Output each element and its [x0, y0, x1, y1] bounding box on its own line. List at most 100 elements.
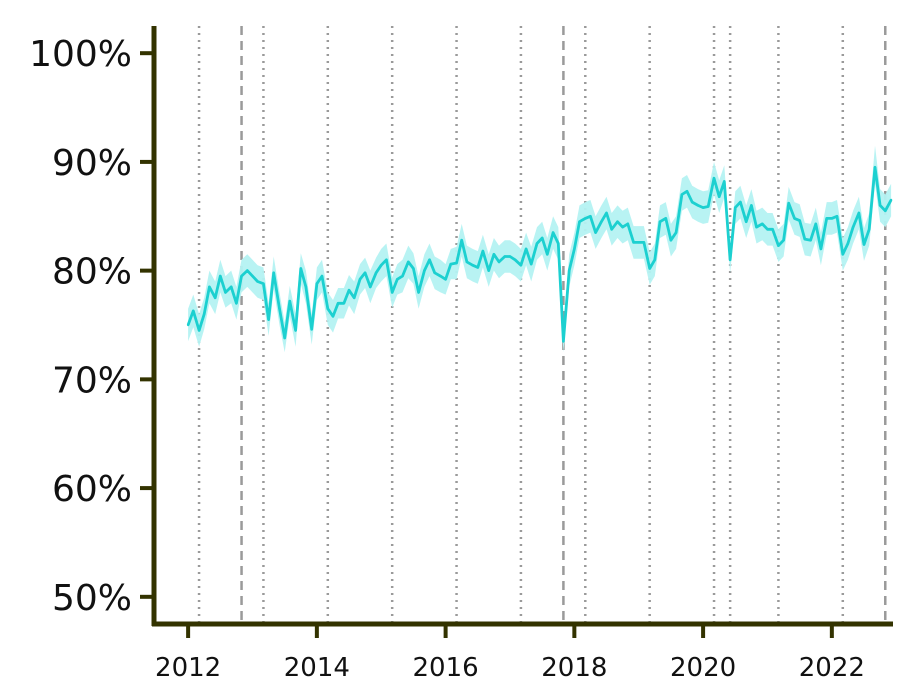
data-point-5	[213, 296, 217, 300]
y-tick-label: 60%	[52, 469, 132, 510]
data-point-107	[761, 222, 764, 226]
data-point-3	[203, 312, 206, 316]
data-point-45	[428, 258, 431, 261]
axes	[151, 26, 893, 627]
data-point-64	[530, 262, 533, 266]
data-point-103	[739, 200, 742, 204]
data-point-111	[782, 238, 785, 242]
data-point-32	[358, 278, 362, 281]
data-point-4	[208, 285, 211, 289]
data-point-75	[589, 215, 592, 218]
y-tick-label: 80%	[52, 252, 132, 293]
data-point-70	[562, 340, 565, 343]
data-point-59	[503, 255, 507, 258]
data-point-25	[320, 274, 324, 278]
data-point-74	[584, 217, 587, 220]
data-point-6	[219, 274, 222, 278]
y-tick-label: 100%	[29, 34, 132, 75]
y-tick-label: 50%	[52, 578, 132, 619]
data-point-125	[857, 211, 861, 215]
confidence-band-layer	[188, 145, 892, 353]
data-point-80	[616, 220, 619, 223]
data-point-124	[851, 225, 855, 229]
data-point-17	[278, 307, 281, 310]
data-point-50	[455, 261, 458, 265]
data-point-15	[267, 318, 270, 321]
data-point-104	[745, 220, 748, 223]
data-point-54	[476, 266, 479, 269]
data-point-89	[664, 217, 667, 220]
data-point-19	[288, 299, 292, 303]
data-point-131	[889, 198, 893, 202]
data-point-86	[648, 267, 651, 270]
data-point-128	[873, 166, 877, 169]
data-point-101	[728, 258, 732, 261]
data-point-88	[658, 220, 662, 223]
data-point-98	[712, 177, 716, 180]
data-point-47	[439, 274, 442, 278]
x-axis-ticks: 2012 2014 2016 2018 2020 2022	[155, 624, 865, 683]
data-point-34	[369, 285, 372, 289]
confidence-band	[188, 145, 892, 353]
data-point-7	[224, 291, 227, 294]
data-point-26	[326, 307, 330, 310]
data-point-37	[385, 258, 388, 261]
data-point-63	[524, 247, 528, 251]
data-point-82	[626, 222, 629, 226]
data-point-127	[867, 228, 871, 231]
data-point-120	[830, 217, 834, 220]
data-point-51	[460, 238, 463, 242]
data-point-31	[352, 296, 356, 300]
data-point-41	[407, 260, 410, 264]
data-point-93	[685, 190, 689, 193]
data-point-10	[240, 274, 243, 278]
data-point-58	[497, 260, 501, 264]
data-point-112	[787, 202, 790, 205]
data-point-0	[186, 323, 190, 327]
data-point-77	[600, 220, 603, 223]
data-point-87	[653, 258, 657, 261]
data-point-29	[342, 302, 346, 305]
data-point-73	[578, 220, 581, 223]
data-point-2	[197, 329, 201, 332]
data-point-83	[632, 241, 635, 244]
data-point-84	[637, 241, 640, 244]
data-point-40	[401, 274, 404, 278]
data-point-44	[423, 269, 426, 272]
data-point-60	[508, 255, 512, 258]
data-point-81	[621, 225, 624, 229]
data-point-76	[594, 231, 597, 234]
series-line-layer	[186, 165, 893, 343]
data-point-110	[777, 244, 780, 247]
data-point-122	[841, 253, 844, 256]
data-point-20	[294, 329, 297, 332]
data-points-layer	[186, 166, 893, 343]
data-point-35	[374, 271, 378, 275]
data-point-14	[262, 282, 265, 285]
data-point-95	[696, 204, 700, 207]
data-point-121	[835, 215, 839, 218]
data-point-113	[793, 217, 796, 220]
data-point-71	[568, 269, 571, 272]
data-point-23	[310, 328, 313, 331]
y-tick-label: 70%	[52, 360, 132, 401]
x-tick-label: 2016	[413, 653, 479, 683]
data-point-117	[814, 222, 817, 226]
data-point-106	[755, 225, 758, 229]
data-point-9	[235, 302, 238, 305]
data-point-78	[605, 211, 608, 215]
data-point-108	[766, 228, 769, 231]
data-point-65	[535, 242, 539, 245]
data-point-118	[819, 247, 823, 251]
data-point-92	[680, 193, 684, 196]
data-point-72	[573, 247, 576, 251]
series-line	[186, 165, 893, 343]
data-point-126	[862, 243, 866, 246]
data-point-33	[363, 271, 367, 275]
data-point-16	[272, 271, 275, 275]
data-point-57	[492, 253, 496, 256]
x-tick-label: 2018	[541, 653, 607, 683]
data-point-11	[246, 269, 249, 272]
data-point-24	[315, 282, 319, 285]
data-point-102	[734, 206, 737, 209]
